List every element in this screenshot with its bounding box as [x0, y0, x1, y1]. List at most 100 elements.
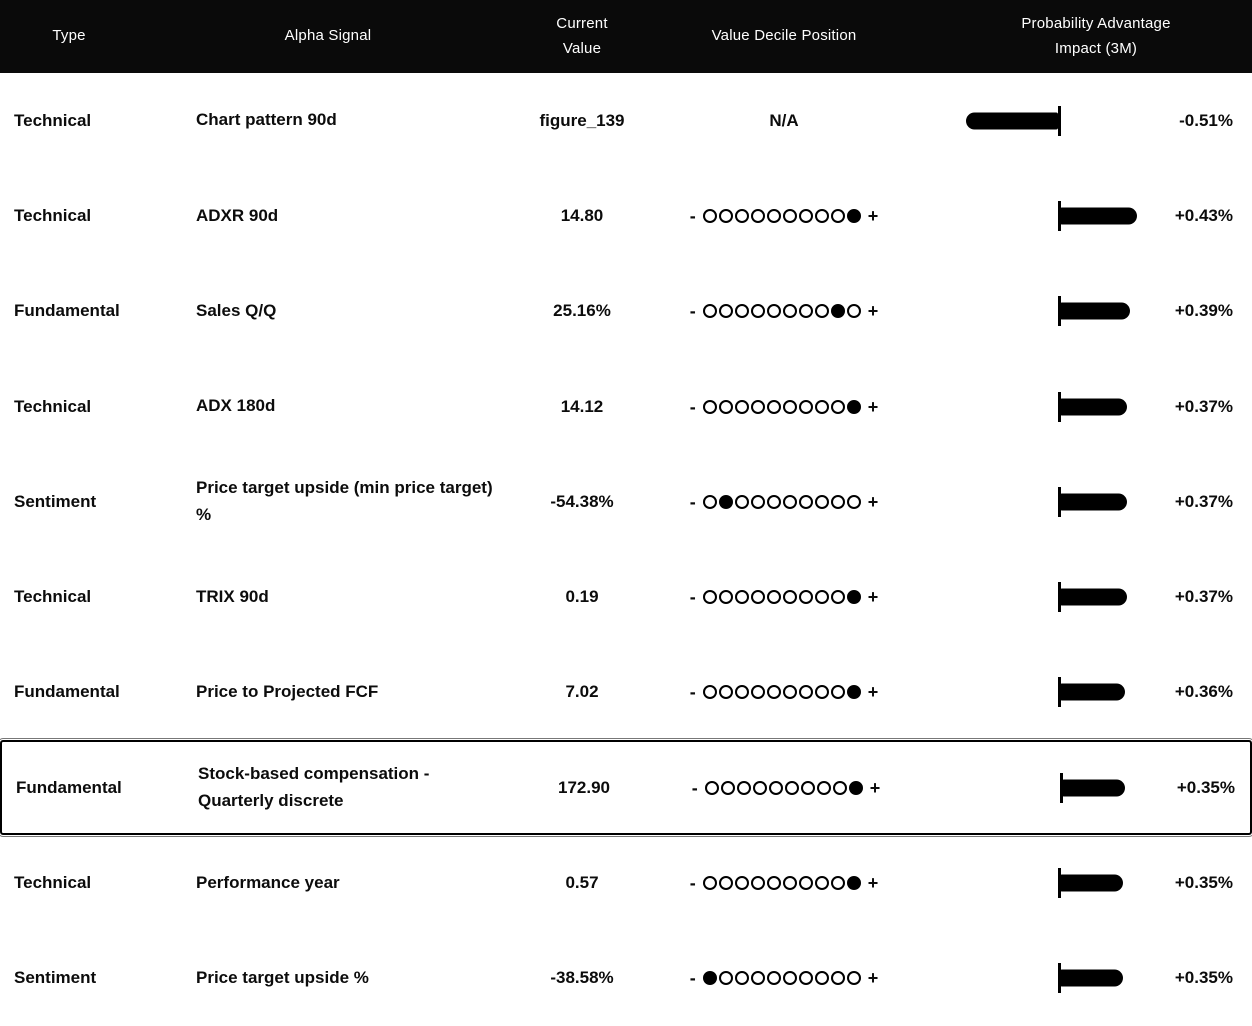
table-row[interactable]: Technical Chart pattern 90d figure_139 N… — [0, 73, 1252, 169]
decile-plus-sign[interactable]: + — [867, 396, 879, 417]
column-header-impact: Probability Advantage Impact (3M) — [900, 12, 1252, 62]
table-row[interactable]: Technical ADX 180d 14.12 - + +0.37% — [0, 358, 1252, 455]
impact-axis-tick — [1058, 105, 1061, 136]
column-header-type: Type — [52, 27, 86, 45]
impact-bar — [1060, 683, 1125, 701]
decile-plus-sign[interactable]: + — [867, 301, 879, 322]
current-value: 0.19 — [565, 587, 599, 607]
decile-dot — [718, 876, 733, 891]
decile-dot — [782, 685, 797, 700]
decile-minus-sign[interactable]: - — [689, 968, 696, 989]
decile-dot — [798, 304, 813, 319]
decile-dot — [816, 780, 831, 795]
decile-dot — [718, 208, 733, 223]
current-value: 14.12 — [560, 396, 604, 416]
decile-dot — [782, 971, 797, 986]
decile-plus-sign[interactable]: + — [867, 682, 879, 703]
decile-dot — [846, 304, 861, 319]
decile-minus-sign[interactable]: - — [689, 396, 696, 417]
table-header-row: Type Alpha Signal Current Value Value De… — [0, 0, 1252, 73]
decile-dot — [750, 208, 765, 223]
decile-plus-sign[interactable]: + — [867, 491, 879, 512]
decile-plus-sign[interactable]: + — [867, 587, 879, 608]
alpha-signal-name[interactable]: Performance year — [196, 872, 340, 892]
impact-value-label: +0.35% — [1176, 777, 1235, 797]
decile-dot-filled — [846, 685, 861, 700]
signal-type-label: Technical — [14, 587, 92, 607]
decile-dot — [830, 590, 845, 605]
decile-widget: - + — [668, 683, 900, 701]
impact-bar — [1060, 398, 1127, 416]
table-row[interactable]: Technical ADXR 90d 14.80 - + +0.43% — [0, 168, 1252, 264]
column-header-current-value-line1: Current — [556, 14, 608, 32]
current-value: 7.02 — [565, 682, 599, 702]
decile-minus-sign[interactable]: - — [691, 777, 698, 798]
alpha-signal-name[interactable]: Stock-based compensation - Quarterly dis… — [198, 764, 430, 810]
table-row[interactable]: Technical TRIX 90d 0.19 - + +0.37% — [0, 549, 1252, 645]
decile-minus-sign[interactable]: - — [689, 873, 696, 894]
table-row[interactable]: Fundamental Sales Q/Q 25.16% - + +0.39% — [0, 263, 1252, 359]
decile-minus-sign[interactable]: - — [689, 587, 696, 608]
decile-widget: - + — [668, 302, 900, 320]
alpha-signal-name[interactable]: Chart pattern 90d — [196, 110, 337, 130]
decile-dot — [750, 590, 765, 605]
decile-dot — [734, 208, 749, 223]
decile-minus-sign[interactable]: - — [689, 205, 696, 226]
current-value: -38.58% — [550, 968, 614, 988]
table-row[interactable]: Technical Performance year 0.57 - + +0.35… — [0, 835, 1252, 931]
impact-cell: +0.37% — [900, 549, 1252, 644]
column-header-decile-position: Value Decile Position — [711, 27, 857, 45]
current-value: figure_139 — [539, 110, 625, 130]
alpha-signal-name[interactable]: ADX 180d — [196, 396, 276, 416]
impact-axis-tick — [1058, 677, 1061, 708]
decile-minus-sign[interactable]: - — [689, 682, 696, 703]
decile-dot — [814, 876, 829, 891]
decile-dot — [734, 590, 749, 605]
decile-dot — [766, 971, 781, 986]
decile-dot — [798, 971, 813, 986]
decile-plus-sign[interactable]: + — [867, 873, 879, 894]
decile-plus-sign[interactable]: + — [867, 205, 879, 226]
decile-dot — [766, 304, 781, 319]
impact-bar — [1062, 779, 1125, 797]
alpha-signal-name[interactable]: Price to Projected FCF — [196, 682, 379, 702]
signal-type-label: Sentiment — [14, 968, 97, 988]
alpha-signal-name[interactable]: TRIX 90d — [196, 586, 269, 606]
decile-dot — [798, 876, 813, 891]
impact-value-label: +0.39% — [1174, 301, 1233, 321]
table-body: Technical Chart pattern 90d figure_139 N… — [0, 73, 1252, 1026]
decile-minus-sign[interactable]: - — [689, 301, 696, 322]
column-header-current-value-line2: Value — [562, 39, 602, 57]
alpha-signal-name[interactable]: Price target upside (min price target) % — [196, 478, 493, 524]
decile-dot — [750, 876, 765, 891]
table-row[interactable]: Sentiment Price target upside (min price… — [0, 454, 1252, 550]
column-header-impact-line2: Impact (3M) — [1054, 39, 1138, 57]
decile-dot — [814, 304, 829, 319]
decile-widget: - + — [670, 779, 902, 797]
decile-dot-filled — [718, 494, 733, 509]
decile-dot — [814, 685, 829, 700]
decile-plus-sign[interactable]: + — [869, 777, 881, 798]
decile-dot — [766, 590, 781, 605]
alpha-signal-name[interactable]: ADXR 90d — [196, 205, 279, 225]
impact-axis-tick — [1058, 296, 1061, 327]
table-row[interactable]: Sentiment Price target upside % -38.58% … — [0, 930, 1252, 1026]
decile-dot — [734, 685, 749, 700]
decile-dot — [702, 876, 717, 891]
decile-widget: - + — [668, 493, 900, 511]
decile-dot — [750, 494, 765, 509]
alpha-signal-name[interactable]: Price target upside % — [196, 968, 369, 988]
table-row[interactable]: Fundamental Stock-based compensation - Q… — [0, 738, 1252, 838]
decile-dot — [718, 971, 733, 986]
decile-dot — [782, 399, 797, 414]
decile-plus-sign[interactable]: + — [867, 968, 879, 989]
signal-type-label: Technical — [14, 110, 92, 130]
decile-dot — [782, 876, 797, 891]
alpha-signal-name[interactable]: Sales Q/Q — [196, 301, 277, 321]
table-row[interactable]: Fundamental Price to Projected FCF 7.02 … — [0, 644, 1252, 741]
current-value: 172.90 — [558, 777, 610, 797]
impact-cell: +0.43% — [900, 168, 1252, 263]
decile-dot — [832, 780, 847, 795]
decile-minus-sign[interactable]: - — [689, 491, 696, 512]
decile-dot — [702, 685, 717, 700]
